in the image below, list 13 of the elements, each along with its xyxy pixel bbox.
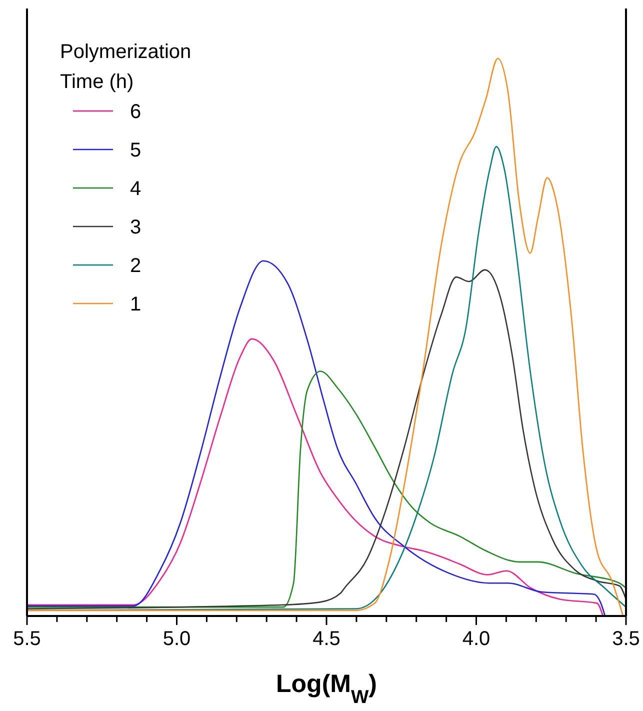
x-tick-label: 4.5: [312, 628, 340, 650]
legend-label: 2: [130, 255, 142, 277]
x-axis-title: Log(M$_{W}$): [276, 670, 377, 706]
legend-label: 4: [130, 178, 142, 200]
legend-label: 6: [130, 101, 142, 123]
x-tick-label: 5.0: [162, 628, 191, 650]
legend-label: 1: [130, 294, 142, 316]
legend-title: Polymerization Time (h): [60, 41, 192, 93]
legend-label: 5: [130, 140, 142, 162]
x-tick-label: 4.0: [462, 628, 490, 650]
legend-label: 3: [130, 216, 142, 238]
x-tick-label: 5.5: [13, 628, 41, 650]
x-tick-label: 3.5: [612, 628, 640, 650]
